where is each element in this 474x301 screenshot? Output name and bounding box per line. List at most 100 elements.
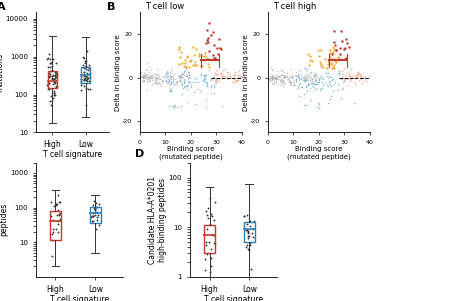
Point <box>78 76 85 81</box>
Point <box>140 75 147 80</box>
Point <box>201 77 208 82</box>
Point <box>310 72 318 77</box>
Point <box>272 73 279 77</box>
Point <box>91 210 99 215</box>
Point <box>50 76 57 81</box>
Point <box>167 76 174 81</box>
Point <box>347 67 355 72</box>
Point <box>183 86 191 91</box>
Point <box>321 57 329 62</box>
Point <box>317 73 324 78</box>
Point <box>45 55 52 60</box>
Point <box>353 75 361 79</box>
Point <box>82 103 90 107</box>
Point <box>308 59 316 64</box>
Y-axis label: Delta in binding score: Delta in binding score <box>115 34 121 110</box>
Point <box>334 58 342 63</box>
X-axis label: T cell signature: T cell signature <box>50 295 109 301</box>
Point <box>48 238 55 243</box>
Point <box>286 82 294 87</box>
Point <box>268 73 275 77</box>
Point <box>140 75 147 80</box>
Point <box>208 78 215 83</box>
Point <box>339 86 346 91</box>
Point <box>281 81 288 86</box>
Point <box>168 74 175 79</box>
Point <box>283 73 291 78</box>
Point <box>213 46 221 51</box>
Bar <box>90 207 101 223</box>
Point <box>232 69 239 74</box>
Point <box>365 73 373 78</box>
Point <box>297 68 305 73</box>
Point <box>171 102 179 107</box>
Point <box>178 82 186 87</box>
Point <box>244 234 252 239</box>
Point <box>48 64 55 69</box>
Point <box>158 77 166 82</box>
Point <box>217 72 224 77</box>
Point <box>246 240 254 245</box>
Point <box>246 219 254 223</box>
Point <box>344 70 351 74</box>
Point <box>203 84 211 88</box>
Point <box>48 76 55 80</box>
Point <box>314 75 321 79</box>
Point <box>83 71 91 76</box>
Point <box>233 73 240 77</box>
Point <box>294 72 301 77</box>
Point <box>210 74 218 79</box>
Point <box>184 75 192 80</box>
Point <box>142 76 149 80</box>
Point <box>169 79 176 84</box>
Point <box>306 54 314 59</box>
Point <box>276 78 284 83</box>
Point <box>302 71 310 76</box>
Point <box>338 87 346 92</box>
Point <box>48 68 55 73</box>
Point <box>268 68 276 73</box>
Point <box>156 77 164 82</box>
Point <box>46 73 53 78</box>
Point <box>168 75 175 79</box>
Point <box>164 71 172 76</box>
Point <box>221 74 229 79</box>
Point <box>226 75 234 79</box>
Point <box>227 76 234 81</box>
Point <box>329 49 337 54</box>
Point <box>311 72 319 76</box>
Point <box>314 80 321 85</box>
Point <box>80 62 87 67</box>
Point <box>338 69 346 73</box>
Point <box>268 76 275 81</box>
Point <box>189 63 197 67</box>
Point <box>139 73 147 78</box>
Point <box>52 79 59 84</box>
Point <box>345 44 353 49</box>
Point <box>318 74 325 79</box>
Point <box>143 71 150 76</box>
Point <box>187 76 194 81</box>
Point <box>164 80 171 85</box>
Point <box>300 102 308 107</box>
Point <box>292 78 300 83</box>
Point <box>198 63 205 68</box>
Point <box>202 80 210 85</box>
Point <box>51 72 59 77</box>
Point <box>139 73 146 78</box>
Point <box>154 72 161 76</box>
Point <box>267 65 274 70</box>
Point <box>200 72 208 77</box>
Point <box>167 68 174 73</box>
Point <box>314 80 322 85</box>
Point <box>354 72 362 76</box>
Point <box>212 68 220 73</box>
Point <box>46 71 54 76</box>
Point <box>301 78 308 83</box>
Point <box>244 212 251 217</box>
Point <box>165 79 173 84</box>
Point <box>329 65 337 70</box>
Point <box>246 234 253 239</box>
Point <box>307 69 315 74</box>
Point <box>206 270 214 275</box>
